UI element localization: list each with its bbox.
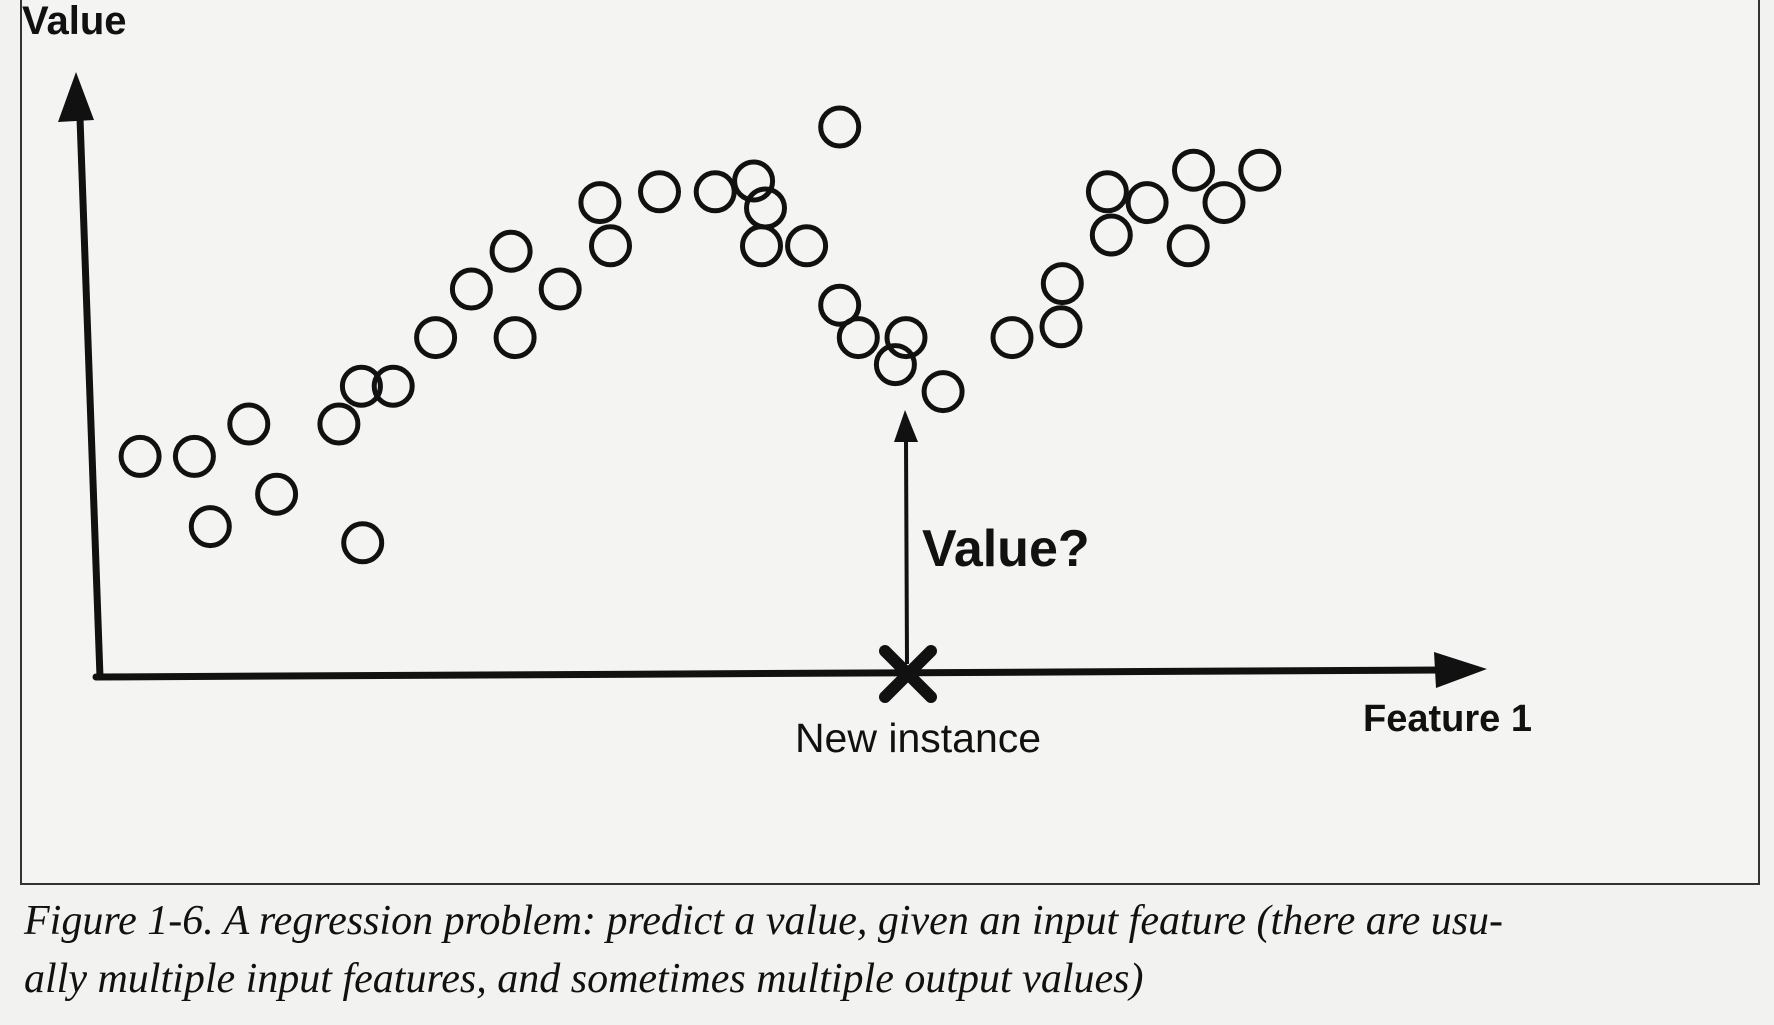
data-point-22 [785, 224, 829, 268]
query-arrow-head [894, 410, 918, 442]
figure-frame: Value Feature 1 Value? New instance [20, 0, 1760, 885]
data-point-34 [1125, 181, 1169, 225]
y-axis-label: Value [22, 0, 127, 43]
data-point-6 [317, 402, 361, 446]
data-point-38 [1238, 148, 1282, 192]
data-point-1 [118, 434, 162, 478]
data-point-28 [921, 370, 965, 414]
data-point-26 [873, 343, 917, 387]
query-label: Value? [922, 520, 1090, 578]
x-axis-arrowhead [1434, 652, 1487, 688]
data-point-16 [589, 224, 632, 268]
data-point-7 [341, 521, 385, 565]
data-point-32 [1085, 170, 1129, 214]
data-point-35 [1166, 224, 1210, 268]
data-point-14 [538, 267, 582, 311]
data-point-13 [493, 316, 537, 360]
data-point-3 [188, 505, 232, 549]
y-axis-arrowhead [58, 72, 94, 122]
data-point-9 [371, 364, 415, 408]
data-point-37 [1202, 181, 1246, 225]
caption-line-2: ally multiple input features, and someti… [24, 956, 1144, 1002]
data-point-19 [732, 159, 776, 203]
data-point-8 [339, 364, 383, 408]
data-point-36 [1172, 148, 1215, 192]
data-point-30 [1040, 262, 1084, 306]
data-point-21 [740, 224, 783, 268]
data-point-24 [818, 283, 862, 327]
data-point-15 [578, 181, 622, 225]
data-point-17 [638, 170, 681, 214]
data-point-23 [818, 105, 862, 149]
figure-caption: Figure 1-6. A regression problem: predic… [24, 892, 1744, 1008]
x-axis-label: Feature 1 [1363, 698, 1532, 740]
data-point-12 [489, 229, 533, 273]
new-instance-label: New instance [795, 715, 1041, 761]
data-point-10 [414, 316, 458, 360]
data-point-27 [884, 316, 928, 360]
data-point-33 [1089, 213, 1133, 257]
data-point-29 [990, 316, 1034, 360]
data-point-18 [693, 170, 737, 214]
data-point-4 [227, 402, 271, 446]
x-axis-line [92, 666, 1446, 681]
new-instance-x-marker [879, 645, 937, 703]
caption-line-1: Figure 1-6. A regression problem: predic… [24, 898, 1504, 944]
query-arrow-line [904, 439, 909, 665]
data-point-25 [836, 316, 880, 360]
data-points [118, 105, 1282, 565]
data-point-11 [449, 267, 493, 311]
regression-plot: Value Feature 1 Value? New instance [22, 0, 1532, 761]
data-point-31 [1039, 305, 1083, 349]
data-point-5 [255, 472, 299, 516]
y-axis-line [76, 114, 104, 681]
data-point-2 [172, 434, 216, 478]
